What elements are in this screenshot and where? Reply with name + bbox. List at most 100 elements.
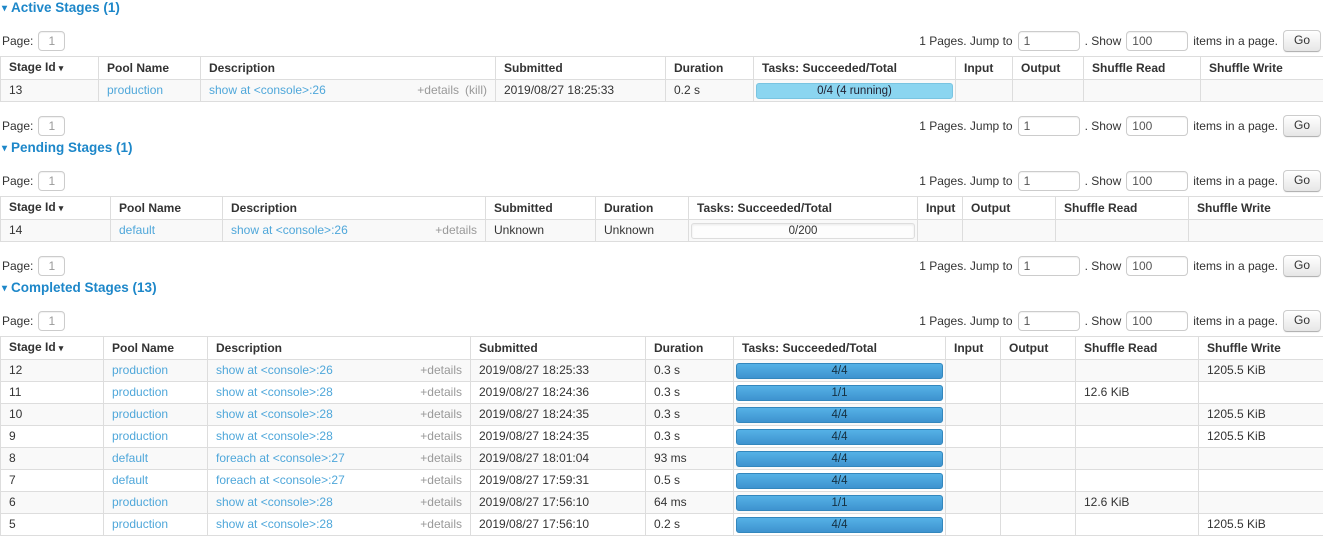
details-toggle[interactable]: +details: [417, 83, 459, 97]
jump-to-input[interactable]: [1018, 311, 1080, 331]
description-link[interactable]: show at <console>:28: [216, 429, 333, 443]
column-header-description[interactable]: Description: [208, 337, 471, 360]
show-count-input[interactable]: [1126, 31, 1188, 51]
column-header-duration[interactable]: Duration: [596, 197, 689, 220]
column-header-description[interactable]: Description: [201, 57, 496, 80]
pool-name-link[interactable]: default: [112, 451, 148, 465]
column-header-tasks-succeeded-total[interactable]: Tasks: Succeeded/Total: [734, 337, 946, 360]
go-button[interactable]: Go: [1283, 310, 1321, 332]
description-link[interactable]: show at <console>:28: [216, 407, 333, 421]
jump-to-input[interactable]: [1018, 31, 1080, 51]
column-header-shuffle-write[interactable]: Shuffle Write: [1189, 197, 1323, 220]
output-cell: [1001, 470, 1076, 492]
details-toggle[interactable]: +details: [420, 429, 462, 443]
description-link[interactable]: foreach at <console>:27: [216, 473, 345, 487]
duration-cell: 0.3 s: [646, 360, 734, 382]
pool-name-link[interactable]: production: [107, 83, 163, 97]
output-cell: [1001, 360, 1076, 382]
column-header-shuffle-write[interactable]: Shuffle Write: [1201, 57, 1323, 80]
jump-to-input[interactable]: [1018, 116, 1080, 136]
description-wrap: show at <console>:26 +details: [231, 223, 477, 237]
show-count-input[interactable]: [1126, 116, 1188, 136]
stage-id-cell: 7: [1, 470, 104, 492]
active-stages-heading[interactable]: ▾Active Stages (1): [2, 1, 1323, 17]
page-number-input[interactable]: [38, 171, 65, 191]
column-header-tasks-succeeded-total[interactable]: Tasks: Succeeded/Total: [689, 197, 918, 220]
column-header-input[interactable]: Input: [946, 337, 1001, 360]
description-link[interactable]: show at <console>:26: [216, 363, 333, 377]
output-cell: [1001, 492, 1076, 514]
pool-name-link[interactable]: production: [112, 363, 168, 377]
description-link[interactable]: show at <console>:28: [216, 495, 333, 509]
column-header-pool-name[interactable]: Pool Name: [99, 57, 201, 80]
column-header-pool-name[interactable]: Pool Name: [104, 337, 208, 360]
show-count-input[interactable]: [1126, 311, 1188, 331]
description-extras: +details: [414, 385, 462, 399]
column-header-shuffle-read[interactable]: Shuffle Read: [1084, 57, 1201, 80]
column-header-input[interactable]: Input: [956, 57, 1013, 80]
jump-to-input[interactable]: [1018, 256, 1080, 276]
details-toggle[interactable]: +details: [420, 407, 462, 421]
show-count-input[interactable]: [1126, 256, 1188, 276]
go-button[interactable]: Go: [1283, 30, 1321, 52]
column-header-stage-id[interactable]: Stage Id▾: [1, 197, 111, 220]
description-link[interactable]: show at <console>:28: [216, 385, 333, 399]
go-button[interactable]: Go: [1283, 115, 1321, 137]
description-link[interactable]: show at <console>:28: [216, 517, 333, 531]
details-toggle[interactable]: +details: [420, 495, 462, 509]
show-count-input[interactable]: [1126, 171, 1188, 191]
column-header-submitted[interactable]: Submitted: [496, 57, 666, 80]
description-link[interactable]: show at <console>:26: [231, 223, 348, 237]
pool-name-link[interactable]: production: [112, 429, 168, 443]
column-header-shuffle-read[interactable]: Shuffle Read: [1076, 337, 1199, 360]
page-number-input[interactable]: [38, 311, 65, 331]
jump-to-input[interactable]: [1018, 171, 1080, 191]
stage-id-cell: 8: [1, 448, 104, 470]
details-toggle[interactable]: +details: [420, 473, 462, 487]
column-header-stage-id[interactable]: Stage Id▾: [1, 57, 99, 80]
column-header-duration[interactable]: Duration: [666, 57, 754, 80]
details-toggle[interactable]: +details: [420, 517, 462, 531]
details-toggle[interactable]: +details: [420, 385, 462, 399]
kill-link[interactable]: (kill): [465, 83, 487, 97]
pages-count-text: 1 Pages. Jump to: [919, 174, 1012, 188]
pool-name-link[interactable]: production: [112, 385, 168, 399]
details-toggle[interactable]: +details: [420, 451, 462, 465]
column-header-output[interactable]: Output: [1001, 337, 1076, 360]
details-toggle[interactable]: +details: [420, 363, 462, 377]
pool-name-link[interactable]: production: [112, 495, 168, 509]
pool-name-link[interactable]: production: [112, 407, 168, 421]
page-number-input[interactable]: [38, 31, 65, 51]
column-header-output[interactable]: Output: [1013, 57, 1084, 80]
completed-stages-heading[interactable]: ▾Completed Stages (13): [2, 281, 1323, 297]
column-header-description[interactable]: Description: [223, 197, 486, 220]
stage-id-cell: 9: [1, 426, 104, 448]
pending-stages-heading[interactable]: ▾Pending Stages (1): [2, 141, 1323, 157]
description-link[interactable]: show at <console>:26: [209, 83, 326, 97]
pool-name-link[interactable]: default: [119, 223, 155, 237]
column-header-submitted[interactable]: Submitted: [486, 197, 596, 220]
stage-id-cell: 10: [1, 404, 104, 426]
details-toggle[interactable]: +details: [435, 223, 477, 237]
column-header-input[interactable]: Input: [918, 197, 963, 220]
column-header-stage-id[interactable]: Stage Id▾: [1, 337, 104, 360]
page-number-input[interactable]: [38, 256, 65, 276]
column-header-shuffle-write[interactable]: Shuffle Write: [1199, 337, 1323, 360]
shuffle-write-cell: [1199, 492, 1323, 514]
column-header-submitted[interactable]: Submitted: [471, 337, 646, 360]
pool-name-link[interactable]: production: [112, 517, 168, 531]
description-cell: show at <console>:28 +details: [208, 514, 471, 536]
input-cell: [946, 382, 1001, 404]
page-number-input[interactable]: [38, 116, 65, 136]
pool-name-link[interactable]: default: [112, 473, 148, 487]
go-button[interactable]: Go: [1283, 170, 1321, 192]
description-wrap: show at <console>:28 +details: [216, 429, 462, 443]
description-link[interactable]: foreach at <console>:27: [216, 451, 345, 465]
column-header-pool-name[interactable]: Pool Name: [111, 197, 223, 220]
go-button[interactable]: Go: [1283, 255, 1321, 277]
column-header-shuffle-read[interactable]: Shuffle Read: [1056, 197, 1189, 220]
duration-cell: 0.5 s: [646, 470, 734, 492]
column-header-output[interactable]: Output: [963, 197, 1056, 220]
column-header-duration[interactable]: Duration: [646, 337, 734, 360]
column-header-tasks-succeeded-total[interactable]: Tasks: Succeeded/Total: [754, 57, 956, 80]
